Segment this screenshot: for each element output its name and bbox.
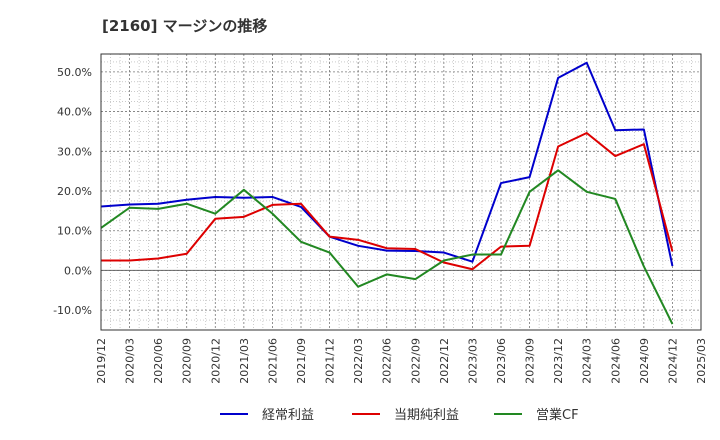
x-tick-label: 2020/06 [152, 338, 165, 384]
series-line-1 [100, 61, 674, 267]
x-tick-label: 2021/03 [238, 338, 251, 384]
x-tick-label: 2021/09 [295, 338, 308, 384]
x-tick-label: 2020/03 [124, 338, 137, 384]
x-tick-label: 2023/09 [524, 338, 537, 384]
y-tick-label: 10.0% [57, 225, 92, 238]
y-tick-label: 0.0% [64, 264, 92, 277]
legend-label-2: 当期純利益 [394, 408, 459, 423]
x-tick-label: 2024/09 [638, 338, 651, 384]
legend-label-1: 経常利益 [262, 408, 314, 423]
x-tick-label: 2019/12 [95, 338, 108, 384]
y-tick-label: 40.0% [57, 106, 92, 119]
series-line-3 [100, 169, 674, 325]
x-tick-label: 2025/03 [695, 338, 708, 384]
x-tick-label: 2022/12 [438, 338, 451, 384]
x-tick-label: 2024/06 [609, 338, 622, 384]
x-tick-label: 2022/06 [381, 338, 394, 384]
y-tick-label: -10.0% [53, 304, 92, 317]
plot-area: -10.0% 0.0% 10.0% 20.0% 30.0% 40.0% 50.0% 2019/… [53, 53, 708, 384]
y-tick-label: 30.0% [57, 145, 92, 158]
x-tick-label: 2023/06 [495, 338, 508, 384]
chart-title: [2160] マージンの推移 [102, 17, 267, 35]
x-tick-label: 2021/06 [266, 338, 279, 384]
series-line-2 [101, 132, 674, 271]
plot-background [101, 54, 701, 330]
x-tick-label: 2020/09 [181, 338, 194, 384]
x-tick-label: 2024/12 [666, 338, 679, 384]
legend: 経常利益 当期純利益 営業CF [220, 407, 579, 423]
y-tick-label: 20.0% [57, 185, 92, 198]
x-tick-label: 2023/03 [466, 338, 479, 384]
x-tick-label: 2023/12 [552, 338, 565, 384]
x-tick-label: 2024/03 [581, 338, 594, 384]
legend-label-3: 営業CF [536, 407, 579, 423]
plot-border [100, 53, 702, 331]
x-tick-label: 2022/03 [352, 338, 365, 384]
y-tick-label: 50.0% [57, 66, 92, 79]
x-tick-label: 2021/12 [324, 338, 337, 384]
x-tick-label: 2020/12 [209, 338, 222, 384]
x-tick-label: 2022/09 [409, 338, 422, 384]
